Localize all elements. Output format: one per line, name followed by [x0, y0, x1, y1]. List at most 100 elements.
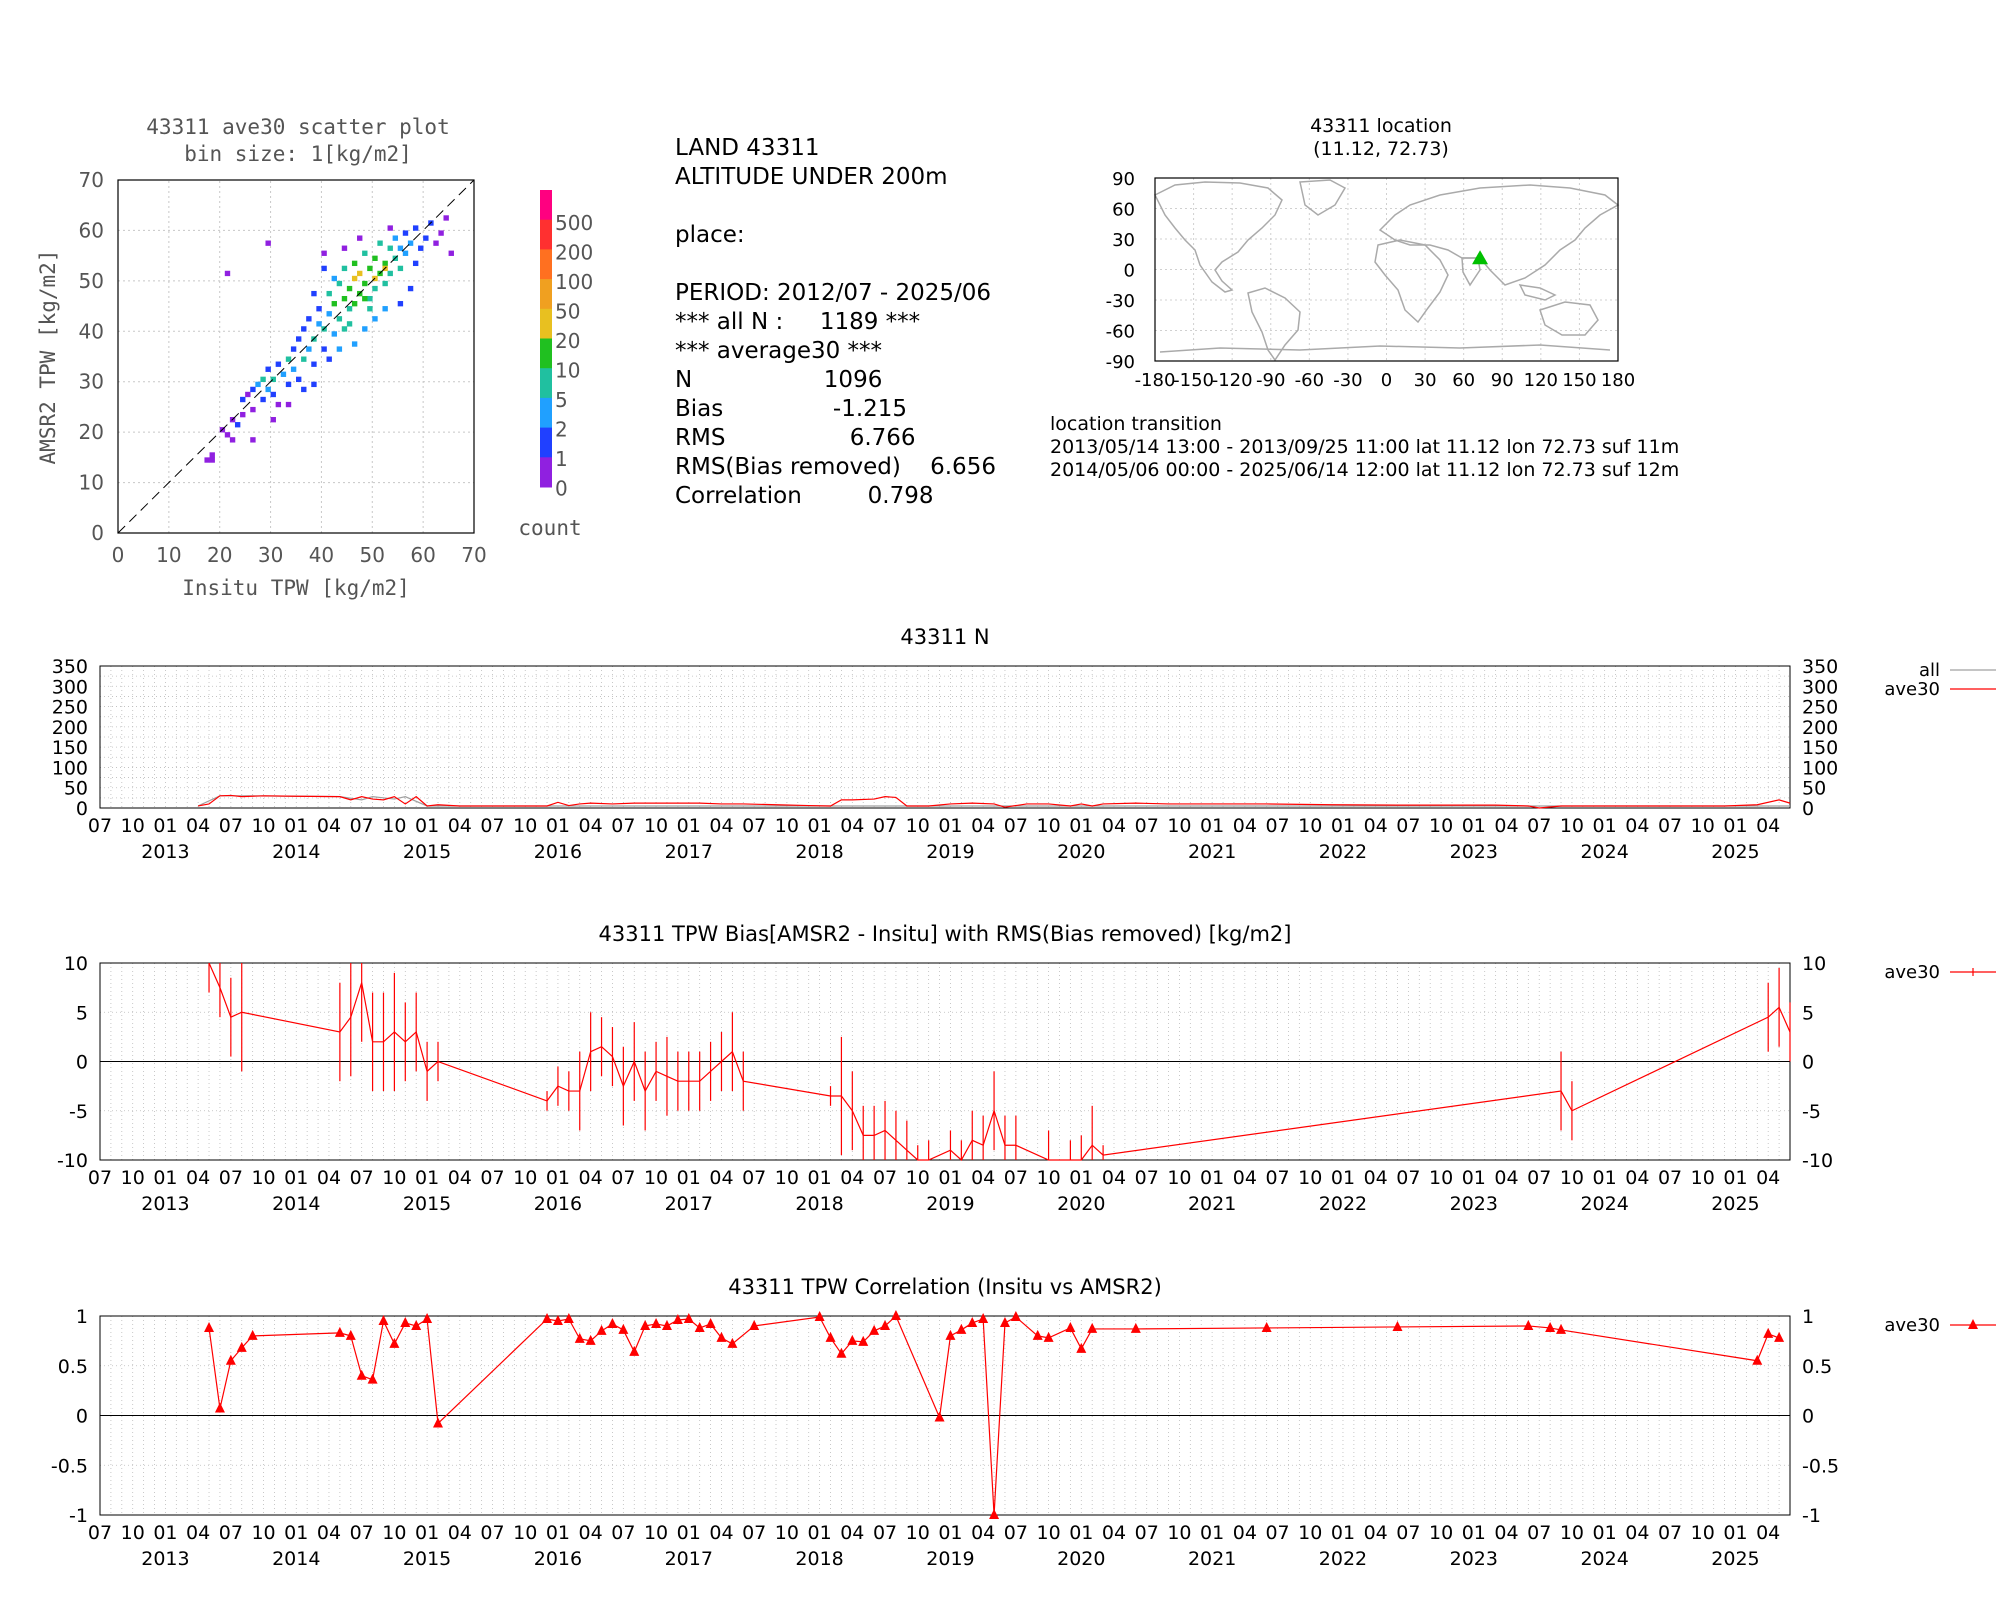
x-year-label: 2021 — [1188, 1193, 1236, 1215]
scatter-cell — [341, 295, 348, 302]
scatter-cell — [351, 301, 358, 307]
scatter-cell — [392, 235, 399, 241]
data-point-marker — [1523, 1319, 1534, 1330]
scatter-cell — [326, 290, 332, 297]
correlation-timeseries-panel: 43311 TPW Correlation (Insitu vs AMSR2) -… — [51, 1275, 1996, 1570]
scatter-cell — [234, 422, 241, 428]
x-month-label: 10 — [1036, 1522, 1060, 1544]
y-tick-label-left: 0 — [76, 798, 88, 820]
x-month-label: 04 — [1625, 1522, 1649, 1544]
station-marker-icon — [1472, 250, 1489, 265]
data-point-marker — [236, 1341, 247, 1352]
scatter-cell — [326, 311, 332, 317]
x-month-label: 07 — [1135, 1167, 1159, 1189]
x-month-label: 01 — [1723, 1522, 1747, 1544]
data-point-marker — [1392, 1320, 1403, 1331]
x-year-label: 2023 — [1450, 1193, 1498, 1215]
x-month-label: 04 — [1364, 1522, 1388, 1544]
scatter-cell — [357, 270, 363, 277]
scatter-cell — [407, 240, 414, 246]
x-month-label: 10 — [1560, 1167, 1584, 1189]
colorbar-segment — [540, 279, 552, 310]
scatter-cell — [448, 250, 454, 256]
scatter-cell — [372, 255, 378, 261]
y-tick-label-left: 50 — [64, 778, 88, 800]
x-month-label: 04 — [1756, 1167, 1780, 1189]
y-tick-label-left: 0 — [76, 1052, 88, 1074]
x-year-label: 2016 — [534, 1193, 582, 1215]
legend-label: all — [1919, 660, 1940, 681]
scatter-cell — [331, 301, 337, 307]
data-point-marker — [1261, 1321, 1272, 1332]
scatter-cell — [362, 326, 368, 332]
x-month-label: 10 — [775, 815, 799, 837]
scatter-cell — [402, 250, 409, 256]
scatter-cell — [387, 225, 393, 231]
data-point-marker — [1010, 1310, 1021, 1321]
scatter-cell — [382, 260, 388, 267]
y-tick-label-right: 0 — [1802, 1406, 1814, 1428]
x-month-label: 10 — [121, 1522, 145, 1544]
x-month-label: 04 — [1625, 815, 1649, 837]
y-tick-label-right: -5 — [1802, 1101, 1821, 1123]
colorbar-level-label: 20 — [555, 329, 580, 353]
scatter-cell — [250, 386, 256, 393]
legend-label: ave30 — [1884, 962, 1940, 983]
scatter-cell — [438, 230, 444, 236]
x-month-label: 07 — [611, 1167, 635, 1189]
x-month-label: 07 — [1004, 1167, 1028, 1189]
scatter-cell — [402, 230, 409, 236]
y-tick-label-right: 10 — [1802, 953, 1826, 975]
panel-title: 43311 TPW Bias[AMSR2 - Insitu] with RMS(… — [599, 922, 1292, 946]
x-year-label: 2013 — [141, 841, 189, 863]
x-month-label: 10 — [1691, 815, 1715, 837]
y-tick-label-left: 100 — [52, 757, 88, 779]
scatter-cells — [204, 215, 454, 463]
x-month-label: 01 — [1200, 1522, 1224, 1544]
scatter-cell — [346, 306, 353, 312]
x-month-label: 07 — [1265, 815, 1289, 837]
scatter-cell — [280, 371, 287, 377]
info-line: place: — [675, 222, 745, 248]
scatter-cell — [224, 270, 231, 277]
map-lon-ticks: -180-150-120 -90 -60 -30 0 30 60 90 120 150 180 — [1135, 370, 1636, 391]
map-lat-tick-label: 90 — [1112, 169, 1135, 190]
x-month-label: 10 — [121, 1167, 145, 1189]
map-lat-tick-label: -60 — [1106, 322, 1135, 343]
x-month-label: 01 — [938, 1522, 962, 1544]
colorbar-level-label: 500 — [555, 211, 593, 235]
data-point-marker — [640, 1319, 651, 1330]
legend-label: ave30 — [1884, 1315, 1940, 1336]
data-point-marker — [858, 1335, 869, 1346]
legend-label: ave30 — [1884, 679, 1940, 700]
scatter-y-label: AMSR2 TPW [kg/m2] — [36, 250, 60, 465]
data-point-marker — [356, 1369, 367, 1380]
scatter-cell — [296, 376, 302, 383]
scatter-cell — [367, 306, 373, 312]
x-month-label: 04 — [1102, 1167, 1126, 1189]
colorbar-level-label: 10 — [555, 359, 580, 383]
data-point-marker — [225, 1354, 236, 1365]
data-point-marker — [204, 1321, 215, 1332]
x-month-label: 07 — [480, 1167, 504, 1189]
x-month-label: 10 — [775, 1522, 799, 1544]
y-tick-label-right: 300 — [1802, 676, 1838, 698]
data-point-marker — [334, 1326, 345, 1337]
colorbar-segment — [540, 308, 552, 339]
x-month-label: 01 — [1723, 1167, 1747, 1189]
data-point-marker — [978, 1312, 989, 1323]
series-line-ave30 — [208, 1314, 1780, 1516]
scatter-cell — [311, 361, 317, 367]
map-lon-tick-label: -30 — [1333, 370, 1362, 391]
scatter-cell — [306, 346, 312, 352]
scatter-cell — [387, 270, 393, 277]
scatter-title: 43311 ave30 scatter plot — [146, 115, 449, 139]
x-month-label: 07 — [1265, 1522, 1289, 1544]
x-month-label: 10 — [1560, 1522, 1584, 1544]
x-month-label: 07 — [1135, 815, 1159, 837]
scatter-cell — [240, 411, 246, 418]
x-month-label: 01 — [153, 815, 177, 837]
map-lat-tick-label: -90 — [1106, 352, 1135, 373]
x-month-label: 10 — [1429, 1167, 1453, 1189]
x-year-label: 2015 — [403, 1548, 451, 1570]
